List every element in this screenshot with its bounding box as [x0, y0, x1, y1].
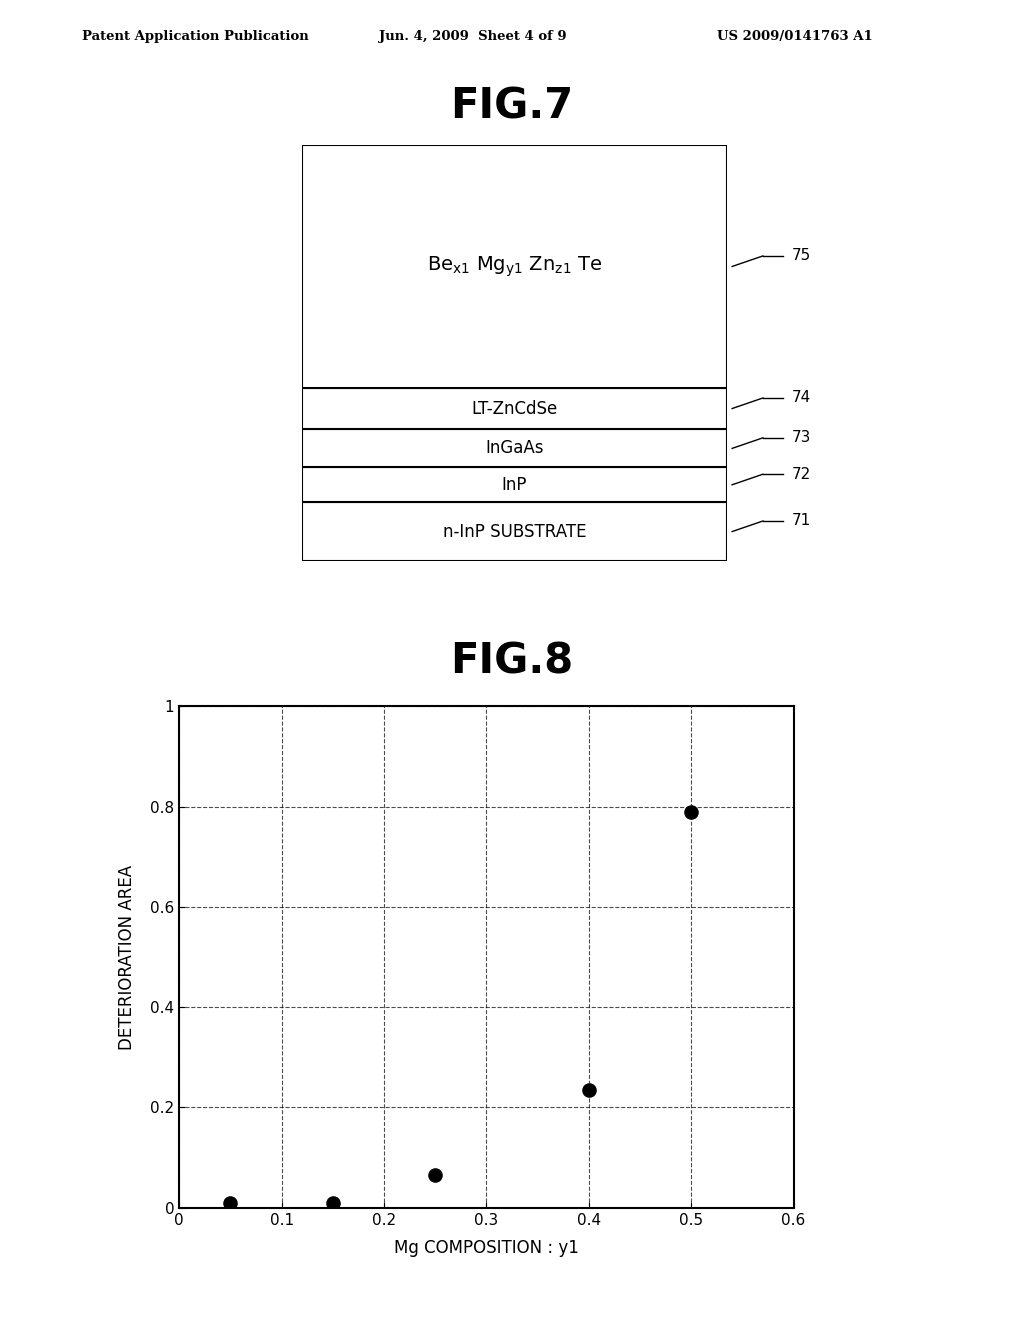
Text: InGaAs: InGaAs — [485, 440, 544, 458]
Text: 73: 73 — [792, 430, 811, 445]
Text: 75: 75 — [792, 248, 811, 264]
Point — [325, 1192, 341, 1213]
Text: InP: InP — [502, 475, 527, 494]
Y-axis label: DETERIORATION AREA: DETERIORATION AREA — [118, 865, 136, 1049]
Point — [683, 801, 699, 822]
Point — [427, 1164, 443, 1185]
Text: Patent Application Publication: Patent Application Publication — [82, 30, 308, 44]
Text: 71: 71 — [792, 513, 811, 528]
Bar — [302, 429, 727, 467]
Text: 74: 74 — [792, 391, 811, 405]
Bar — [302, 467, 727, 502]
Text: Jun. 4, 2009  Sheet 4 of 9: Jun. 4, 2009 Sheet 4 of 9 — [379, 30, 566, 44]
Point — [581, 1080, 597, 1101]
Bar — [302, 145, 727, 388]
X-axis label: Mg COMPOSITION : y1: Mg COMPOSITION : y1 — [394, 1238, 579, 1257]
Text: FIG.8: FIG.8 — [451, 640, 573, 682]
Text: LT-ZnCdSe: LT-ZnCdSe — [471, 400, 558, 417]
Point — [222, 1192, 239, 1213]
Text: FIG.7: FIG.7 — [451, 86, 573, 128]
Text: n-InP SUBSTRATE: n-InP SUBSTRATE — [442, 523, 587, 541]
Text: Be$_{\rm x1}$ Mg$_{\rm y1}$ Zn$_{\rm z1}$ Te: Be$_{\rm x1}$ Mg$_{\rm y1}$ Zn$_{\rm z1}… — [427, 255, 602, 279]
Text: 72: 72 — [792, 467, 811, 482]
Text: US 2009/0141763 A1: US 2009/0141763 A1 — [717, 30, 872, 44]
Bar — [302, 388, 727, 429]
Bar — [302, 502, 727, 561]
